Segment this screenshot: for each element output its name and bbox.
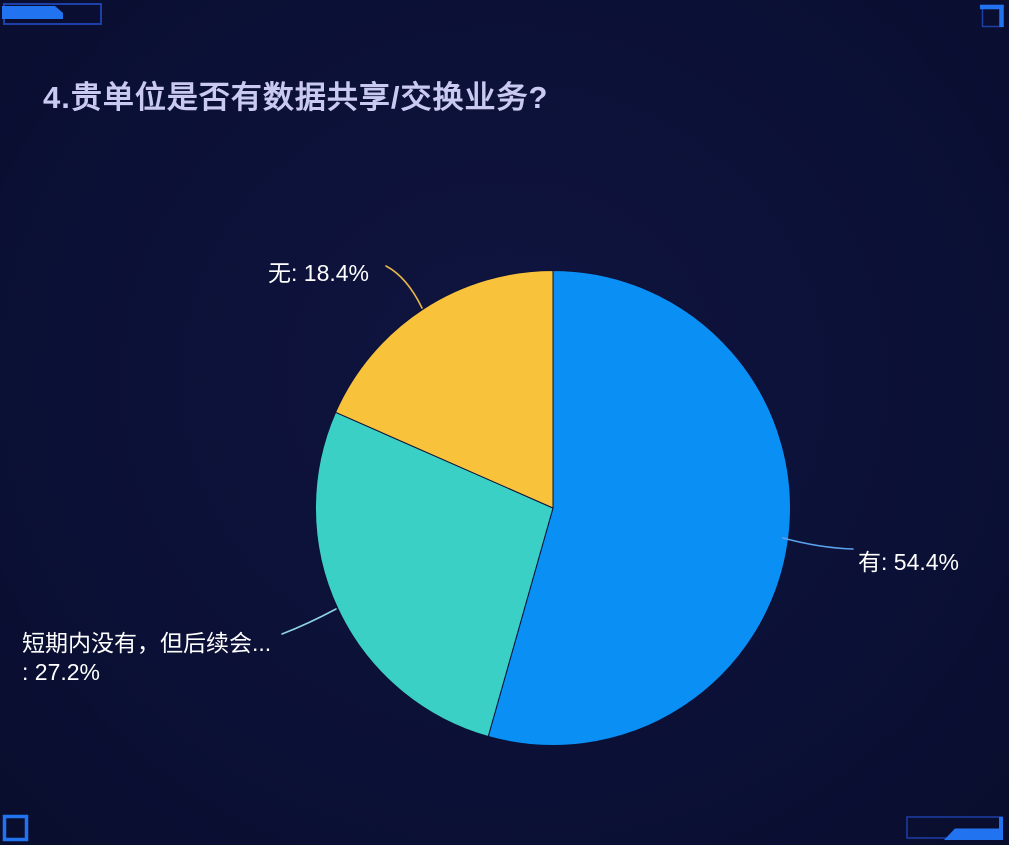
pie-label-yes: 有: 54.4%: [858, 549, 959, 575]
pie-label-shortterm-line2: : 27.2%: [22, 659, 100, 685]
pie-label-shortterm: 短期内没有，但后续会... : 27.2%: [22, 629, 271, 687]
corner-decoration-top-left: [2, 3, 102, 25]
corner-decoration-bottom-left: [2, 814, 29, 842]
pie-slice-no[interactable]: [334, 269, 554, 509]
leader-line-shortterm: [281, 608, 337, 635]
pie-slice-shortterm[interactable]: [314, 411, 554, 738]
pie-slice-yes[interactable]: [487, 269, 791, 746]
pie-label-shortterm-line1: 短期内没有，但后续会...: [22, 630, 272, 656]
pie-label-no: 无: 18.4%: [268, 260, 369, 286]
corner-decoration-bottom-right: [906, 816, 1003, 840]
leader-line-no: [385, 265, 423, 309]
leader-line-yes: [782, 537, 854, 550]
chart-title: 4.贵单位是否有数据共享/交换业务?: [43, 80, 549, 115]
corner-decoration-top-right: [980, 4, 1004, 28]
